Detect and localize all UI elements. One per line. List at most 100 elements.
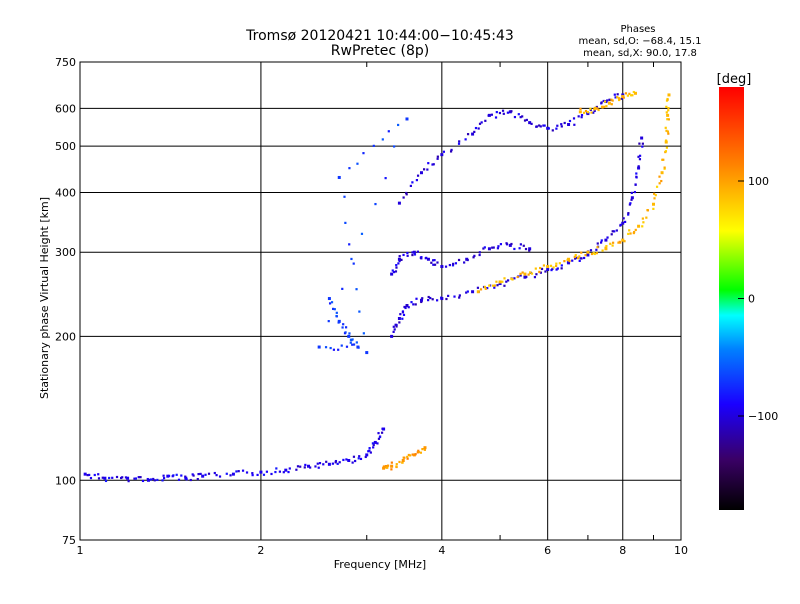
data-point	[528, 121, 532, 125]
data-point	[510, 110, 513, 113]
data-point	[351, 343, 354, 346]
data-point	[604, 247, 608, 251]
data-point	[88, 473, 91, 477]
data-point	[606, 99, 609, 102]
data-point	[284, 468, 288, 472]
data-point	[402, 253, 405, 257]
data-point	[621, 221, 625, 225]
data-point	[213, 471, 216, 475]
y-tick-label: 600	[55, 102, 76, 115]
data-point	[355, 341, 358, 344]
data-point	[287, 470, 290, 474]
data-point	[578, 259, 581, 262]
data-point	[365, 351, 369, 355]
data-point	[664, 139, 668, 142]
data-point	[127, 480, 130, 483]
data-point	[519, 272, 522, 275]
data-point	[411, 253, 414, 257]
data-point	[664, 126, 667, 129]
data-point	[634, 228, 637, 232]
data-point	[606, 236, 609, 239]
data-point	[635, 172, 638, 175]
data-point	[406, 304, 409, 307]
data-point	[568, 259, 571, 263]
data-point	[513, 247, 516, 251]
data-point	[317, 345, 321, 349]
data-point	[192, 474, 195, 477]
data-point	[431, 163, 434, 166]
data-point	[141, 479, 145, 483]
data-point	[86, 474, 89, 477]
data-point	[436, 155, 439, 158]
data-point	[637, 166, 641, 170]
data-point	[638, 142, 641, 145]
data-point	[414, 303, 417, 306]
data-point	[478, 122, 482, 125]
data-point	[407, 453, 410, 457]
data-point	[399, 313, 402, 316]
data-point	[628, 229, 631, 232]
data-point	[571, 259, 574, 262]
data-point	[337, 348, 340, 351]
data-point	[658, 175, 661, 178]
data-point	[618, 240, 621, 243]
data-point	[551, 129, 554, 132]
data-point	[235, 470, 238, 473]
data-point	[215, 474, 218, 477]
data-point	[507, 279, 510, 282]
data-point	[497, 245, 500, 248]
data-point	[556, 267, 559, 270]
data-point	[601, 106, 604, 109]
data-point	[630, 191, 633, 195]
data-point	[391, 269, 394, 272]
data-point	[539, 266, 542, 270]
data-point	[322, 463, 325, 466]
data-point	[596, 107, 599, 110]
data-point	[417, 450, 420, 454]
data-point	[560, 264, 563, 267]
data-point	[335, 314, 338, 318]
data-point	[442, 150, 446, 153]
data-point	[384, 464, 388, 468]
data-point	[610, 233, 613, 236]
data-point	[368, 447, 371, 450]
data-point	[535, 125, 538, 128]
data-point	[431, 298, 434, 301]
data-point	[630, 198, 633, 201]
data-point	[595, 252, 598, 255]
data-point	[466, 133, 470, 136]
data-point	[593, 109, 596, 113]
data-point	[352, 343, 356, 346]
data-point	[567, 257, 571, 261]
data-point	[622, 96, 625, 99]
data-point	[488, 284, 491, 287]
data-point	[333, 308, 336, 311]
data-point	[372, 443, 375, 447]
data-point	[390, 272, 394, 276]
data-point	[314, 465, 317, 468]
data-point	[295, 468, 298, 471]
data-point	[580, 116, 583, 119]
data-point	[390, 468, 393, 471]
data-point	[419, 298, 423, 302]
data-point	[101, 476, 104, 479]
data-point	[482, 247, 485, 250]
data-point	[229, 474, 232, 477]
data-point	[533, 276, 537, 279]
data-point	[616, 96, 619, 99]
data-point	[582, 111, 586, 114]
data-point	[510, 242, 513, 246]
data-point	[149, 478, 153, 481]
data-point	[630, 196, 634, 200]
data-point	[457, 258, 461, 262]
data-point	[241, 469, 245, 472]
data-point	[487, 247, 491, 251]
data-point	[407, 306, 410, 309]
data-point	[362, 332, 365, 335]
data-point	[493, 284, 497, 287]
colorbar-tick-label: 100	[748, 175, 769, 188]
data-point	[251, 474, 254, 477]
data-point	[401, 317, 404, 320]
data-point	[374, 202, 377, 206]
data-point	[162, 474, 165, 477]
